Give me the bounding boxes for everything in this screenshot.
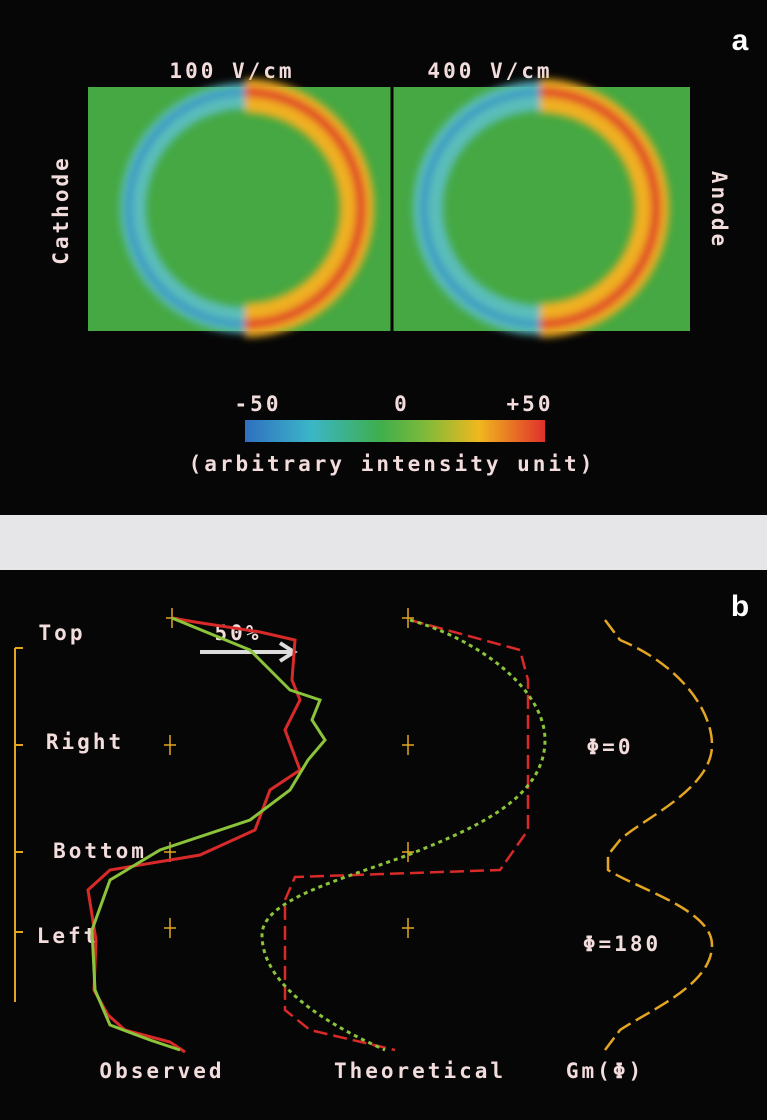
position-label: Right: [46, 730, 124, 754]
panel-label: b: [731, 590, 749, 623]
curve-label: Gm(Φ): [566, 1059, 644, 1083]
colorbar-label: 0: [394, 392, 410, 416]
curve-label: Theoretical: [334, 1059, 506, 1083]
side-label: Anode: [707, 171, 731, 249]
panel-label: a: [732, 24, 749, 57]
side-label: Cathode: [49, 155, 73, 265]
position-label: Bottom: [53, 839, 147, 863]
figure: a 100 V/cm 400 V/cm Cathode Anode -50 0 …: [0, 0, 767, 1120]
panel-title: 100 V/cm: [169, 59, 294, 83]
colorbar-caption: (arbitrary intensity unit): [189, 452, 596, 476]
curve-label: Observed: [99, 1059, 224, 1083]
phase-label: Φ=0: [587, 735, 634, 759]
panel-title: 400 V/cm: [427, 59, 552, 83]
position-label: Top: [39, 621, 86, 645]
colorbar: [245, 420, 545, 442]
colorbar-label: +50: [507, 392, 554, 416]
colorbar-label: -50: [235, 392, 282, 416]
position-label: Left: [37, 924, 100, 948]
phase-label: Φ=180: [583, 932, 661, 956]
gap-strip: [0, 515, 767, 570]
